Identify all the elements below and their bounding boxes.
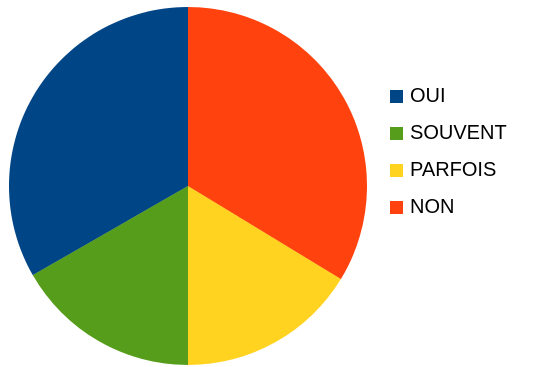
legend-swatch-parfois [390,164,403,177]
legend-label-parfois: PARFOIS [410,159,497,181]
legend-swatch-souvent [390,127,403,140]
legend-swatch-non [390,201,403,214]
legend-label-oui: OUI [410,85,446,107]
chart-legend: OUI SOUVENT PARFOIS NON [390,78,540,226]
legend-swatch-oui [390,90,403,103]
pie-slice-souvent [32,186,188,365]
pie-slice-parfois [188,186,341,366]
legend-item-oui: OUI [390,78,540,115]
pie-slice-oui [8,7,188,276]
legend-item-parfois: PARFOIS [390,152,540,189]
legend-label-souvent: SOUVENT [410,122,507,144]
legend-item-souvent: SOUVENT [390,115,540,152]
legend-label-non: NON [410,196,455,218]
legend-item-non: NON [390,189,540,226]
pie-slice-non [188,7,368,280]
